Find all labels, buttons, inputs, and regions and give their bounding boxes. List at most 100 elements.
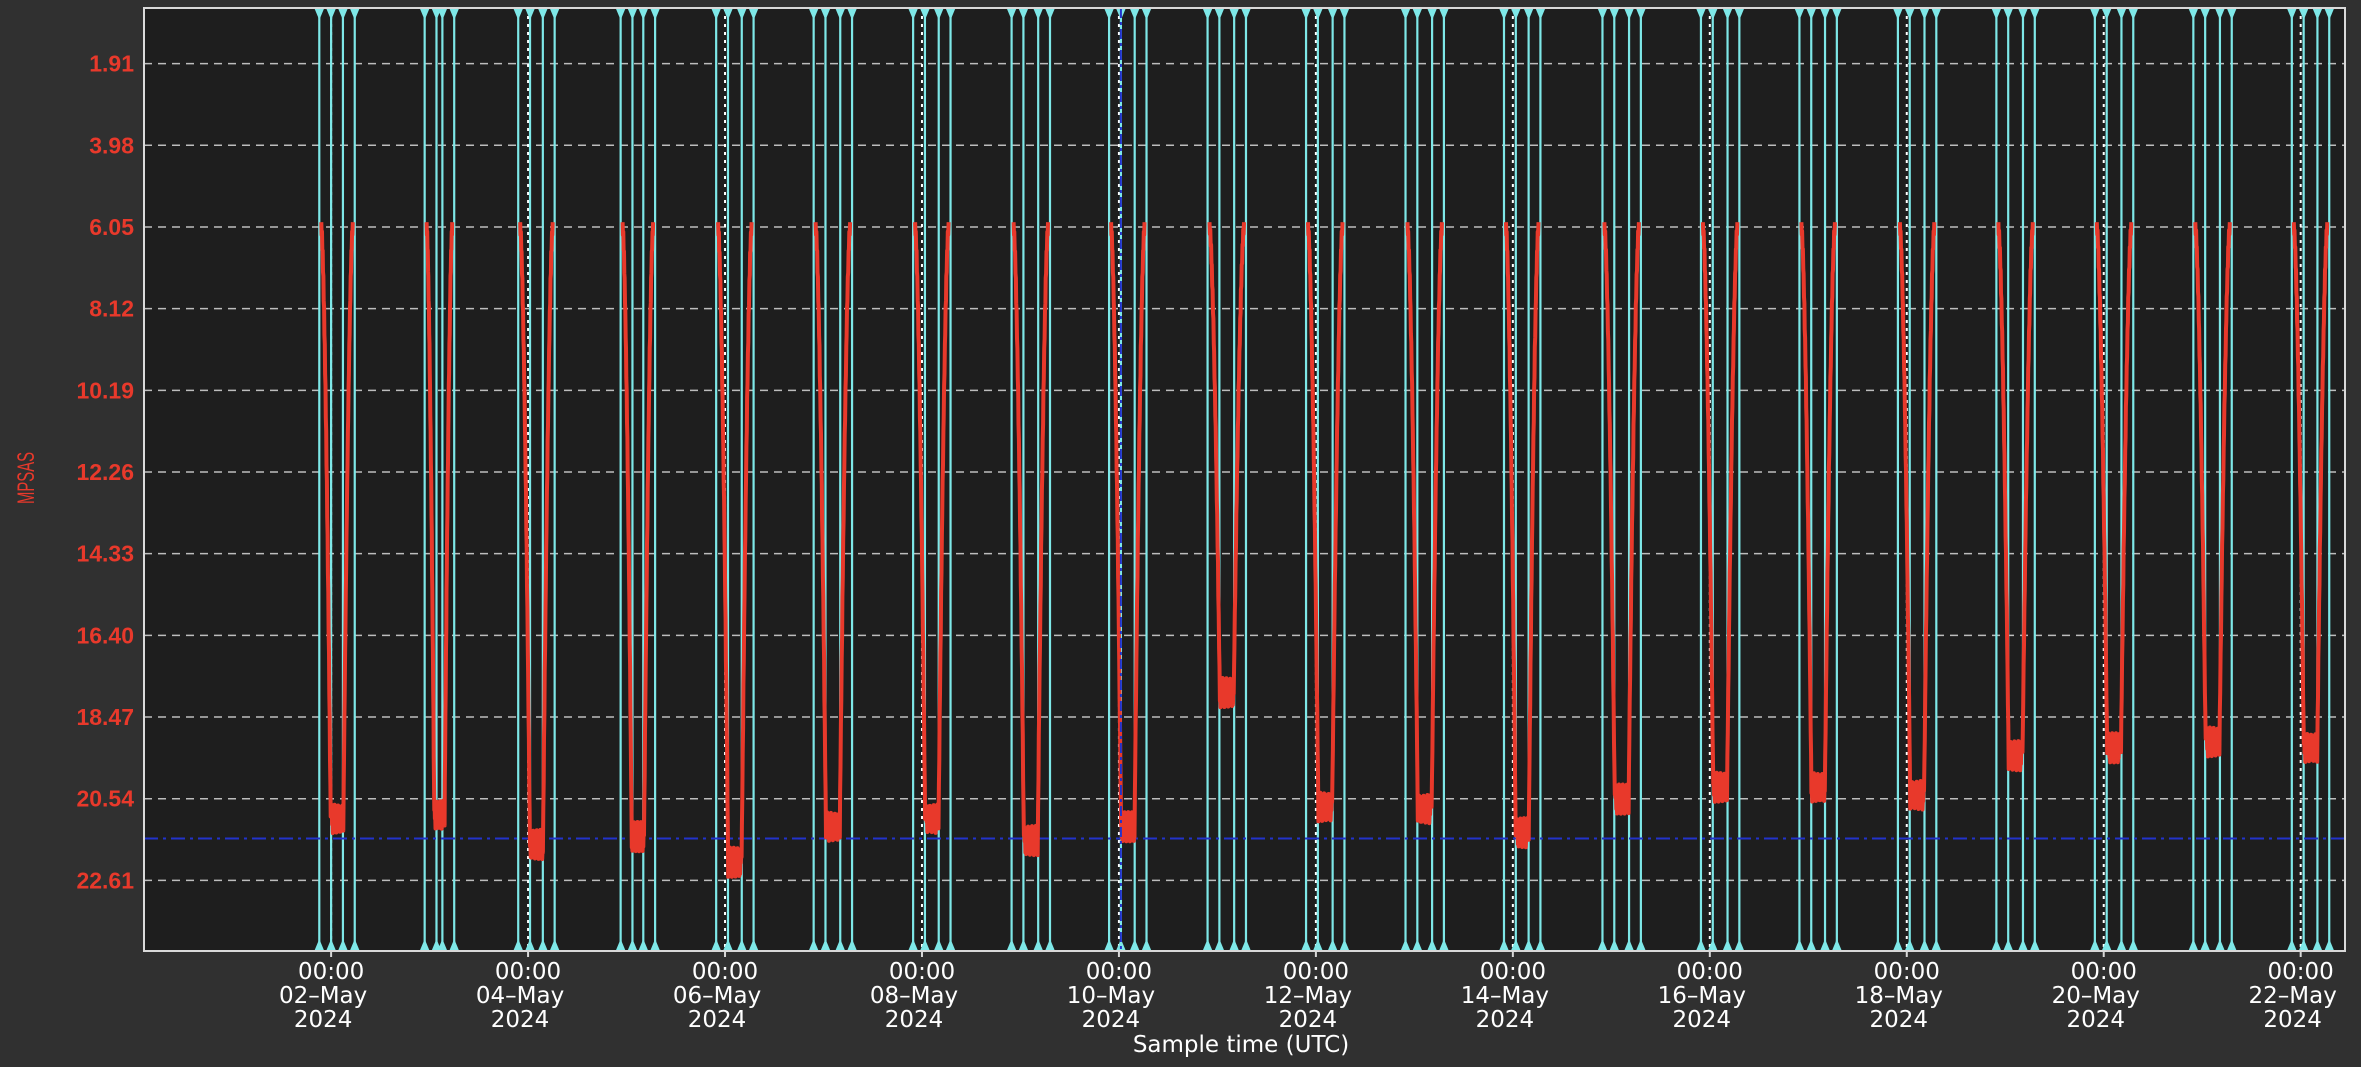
twilight-bottom-marker: [1609, 939, 1620, 951]
twilight-top-marker: [2298, 8, 2309, 20]
twilight-bottom-marker: [2029, 939, 2040, 951]
twilight-bottom-marker: [1412, 939, 1423, 951]
x-tick-label-line: 14–May: [1461, 983, 1549, 1009]
night-series-line: [1897, 222, 1937, 812]
twilight-top-marker: [1707, 8, 1718, 20]
x-tick-label-line: 20–May: [2052, 983, 2140, 1009]
twilight-top-marker: [1734, 8, 1745, 20]
twilight-bottom-marker: [2003, 939, 2014, 951]
twilight-top-marker: [820, 8, 831, 20]
twilight-top-marker: [1498, 8, 1509, 20]
twilight-top-marker: [945, 8, 956, 20]
twilight-top-marker: [1919, 8, 1930, 20]
twilight-top-marker: [808, 8, 819, 20]
twilight-bottom-marker: [933, 939, 944, 951]
twilight-top-marker: [736, 8, 747, 20]
twilight-top-marker: [1904, 8, 1915, 20]
twilight-bottom-marker: [835, 939, 846, 951]
twilight-top-marker: [638, 8, 649, 20]
y-tick-label: 3.98: [89, 132, 134, 158]
twilight-bottom-marker: [1919, 939, 1930, 951]
twilight-top-marker: [1806, 8, 1817, 20]
twilight-bottom-marker: [711, 939, 722, 951]
twilight-bottom-marker: [1695, 939, 1706, 951]
twilight-bottom-marker: [1991, 939, 2002, 951]
twilight-bottom-marker: [1734, 939, 1745, 951]
twilight-bottom-marker: [627, 939, 638, 951]
twilight-bottom-marker: [1904, 939, 1915, 951]
twilight-bottom-marker: [1523, 939, 1534, 951]
twilight-bottom-marker: [1045, 939, 1056, 951]
x-tick-label-line: 2024: [885, 1007, 944, 1033]
twilight-bottom-marker: [419, 939, 430, 951]
x-tick-label: 00:00 12–May 2024: [1264, 959, 1352, 1033]
twilight-bottom-marker: [2188, 939, 2199, 951]
twilight-top-marker: [1991, 8, 2002, 20]
twilight-top-marker: [1018, 8, 1029, 20]
night-series-line: [1799, 222, 1837, 804]
night-series-line: [1011, 222, 1050, 858]
twilight-top-marker: [1794, 8, 1805, 20]
x-tick-label-line: 00:00: [298, 959, 364, 985]
twilight-bottom-marker: [1312, 939, 1323, 951]
x-tick-label-line: 2024: [1476, 1007, 1535, 1033]
twilight-bottom-marker: [748, 939, 759, 951]
twilight-bottom-marker: [615, 939, 626, 951]
y-tick-label: 8.12: [89, 296, 134, 322]
night-series-line: [1996, 222, 2035, 773]
twilight-bottom-marker: [919, 939, 930, 951]
twilight-top-marker: [722, 8, 733, 20]
x-tick-label: 00:00 20–May 2024: [2052, 959, 2140, 1033]
twilight-bottom-marker: [1498, 939, 1509, 951]
x-tick-label-line: 2024: [688, 1007, 747, 1033]
twilight-bottom-marker: [549, 939, 560, 951]
twilight-top-marker: [1635, 8, 1646, 20]
y-tick-label: 18.47: [76, 704, 134, 730]
twilight-top-marker: [2101, 8, 2112, 20]
twilight-bottom-marker: [650, 939, 661, 951]
twilight-bottom-marker: [1624, 939, 1635, 951]
twilight-top-marker: [908, 8, 919, 20]
twilight-bottom-marker: [1229, 939, 1240, 951]
twilight-top-marker: [1033, 8, 1044, 20]
night-series-line: [2094, 222, 2134, 765]
twilight-bottom-marker: [1635, 939, 1646, 951]
night-series-line: [424, 222, 455, 831]
twilight-bottom-marker: [908, 939, 919, 951]
twilight-bottom-marker: [638, 939, 649, 951]
twilight-top-marker: [537, 8, 548, 20]
twilight-bottom-marker: [1339, 939, 1350, 951]
plot-frame: [143, 7, 2346, 952]
y-tick-label: 14.33: [76, 541, 134, 567]
twilight-bottom-marker: [1597, 939, 1608, 951]
x-tick-label-line: 00:00: [1874, 959, 1940, 985]
twilight-bottom-marker: [1722, 939, 1733, 951]
y-tick-label: 20.54: [76, 786, 134, 812]
twilight-top-marker: [1202, 8, 1213, 20]
twilight-bottom-marker: [1806, 939, 1817, 951]
twilight-bottom-marker: [1240, 939, 1251, 951]
x-tick-label-line: 00:00: [2071, 959, 2137, 985]
twilight-top-marker: [933, 8, 944, 20]
twilight-top-marker: [2017, 8, 2028, 20]
twilight-top-marker: [1400, 8, 1411, 20]
night-series-line: [1602, 222, 1641, 816]
twilight-bottom-marker: [808, 939, 819, 951]
twilight-bottom-marker: [2089, 939, 2100, 951]
twilight-bottom-marker: [847, 939, 858, 951]
x-tick-label-line: 00:00: [1480, 959, 1546, 985]
x-tick-label: 00:00 04–May 2024: [476, 959, 564, 1033]
twilight-top-marker: [1722, 8, 1733, 20]
twilight-bottom-marker: [349, 939, 360, 951]
x-tick-label-line: 2024: [1673, 1007, 1732, 1033]
y-tick-label: 1.91: [89, 51, 134, 77]
twilight-top-marker: [2029, 8, 2040, 20]
y-axis-label: MPSAS: [14, 452, 40, 504]
twilight-bottom-marker: [1400, 939, 1411, 951]
x-tick-label-line: 2024: [1869, 1007, 1928, 1033]
twilight-top-marker: [337, 8, 348, 20]
twilight-top-marker: [1438, 8, 1449, 20]
twilight-top-marker: [1312, 8, 1323, 20]
twilight-top-marker: [2089, 8, 2100, 20]
